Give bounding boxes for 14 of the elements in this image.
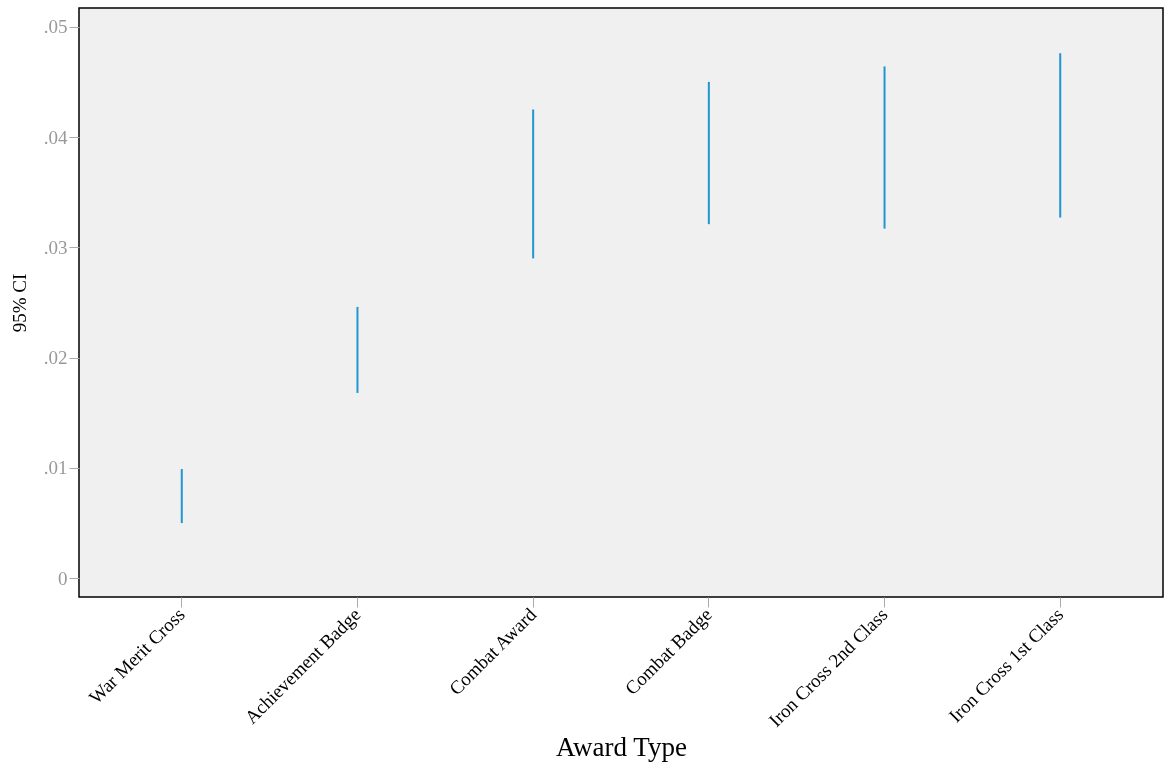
bar (356, 306, 359, 393)
bar (1059, 53, 1062, 218)
y-tick-label: .02 (43, 347, 68, 369)
y-tick-label: .04 (43, 126, 68, 148)
bar (883, 66, 886, 229)
bar (532, 109, 535, 259)
y-axis-title: 95% CI (8, 273, 30, 333)
bar (180, 469, 183, 524)
y-tick-label: .03 (43, 236, 68, 258)
y-tick-label: .01 (43, 457, 68, 479)
x-axis-title: Award Type (556, 731, 687, 762)
bar (707, 81, 710, 225)
y-tick-label: 0 (58, 567, 68, 589)
y-tick-label: .05 (43, 16, 68, 38)
